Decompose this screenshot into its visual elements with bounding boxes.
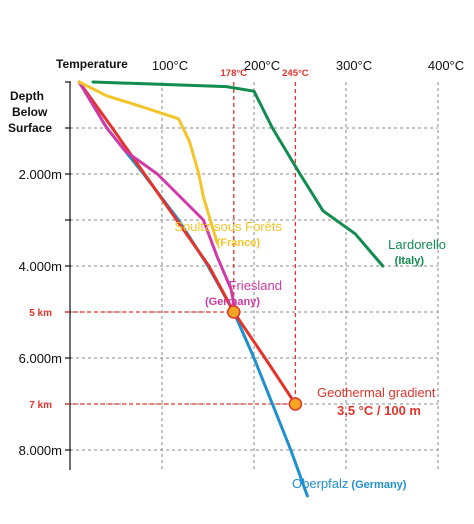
series-lines <box>77 80 385 498</box>
labels: 100°C 200°C 300°C 400°C 2.000m 4.000m 6.000m 8.… <box>8 57 464 491</box>
point-marker-0 <box>227 305 241 319</box>
point-marker-1 <box>288 397 303 411</box>
series-name-4: Lardorello <box>388 237 446 252</box>
series-name-1: Geothermal gradient <box>317 385 436 400</box>
series-suffix-4: (Italy) <box>395 255 425 267</box>
series-label-3: Soultz sous Forêts <box>174 219 282 234</box>
markers <box>227 305 303 411</box>
ref-label-178: 178°C <box>221 68 248 79</box>
series-line-4 <box>91 80 385 268</box>
series-subtitle-1: 3,5 °C / 100 m <box>337 403 421 418</box>
series-suffix-0: (Germany) <box>348 479 406 491</box>
series-suffix-3: (France) <box>217 237 261 249</box>
series-line-1 <box>77 80 297 406</box>
series-name-2: Friesland <box>229 278 282 293</box>
x-axis-title: Temperature <box>56 57 128 71</box>
y-extra-label-5000: 5 km <box>29 308 52 319</box>
reference-lines <box>66 82 297 405</box>
series-name-3: Soultz sous Forêts <box>174 219 282 234</box>
x-tick-label-300: 300°C <box>336 58 372 73</box>
y-extra-label-7000: 7 km <box>29 400 52 411</box>
series-label-1: Geothermal gradient <box>317 385 436 400</box>
y-axis-title-line-2: Surface <box>8 121 52 135</box>
series-suffix-2: (Germany) <box>205 296 260 308</box>
y-tick-label-4000: 4.000m <box>19 259 62 274</box>
series-line-3 <box>77 80 219 245</box>
x-tick-label-400: 400°C <box>428 58 464 73</box>
y-tick-label-2000: 2.000m <box>19 167 62 182</box>
y-axis-title-line-0: Depth <box>10 89 44 103</box>
series-label-0: Oberpfalz (Germany) <box>292 476 407 491</box>
x-tick-label-200: 200°C <box>244 58 280 73</box>
ref-label-245: 245°C <box>282 68 309 79</box>
series-line-2 <box>77 80 238 314</box>
series-label-2: Friesland <box>229 278 282 293</box>
series-name-0: Oberpfalz <box>292 476 348 491</box>
y-axis-title-line-1: Below <box>12 105 48 119</box>
x-tick-label-100: 100°C <box>152 58 188 73</box>
y-tick-label-6000: 6.000m <box>19 351 62 366</box>
series-label-4: Lardorello <box>388 237 446 252</box>
y-tick-label-8000: 8.000m <box>19 443 62 458</box>
